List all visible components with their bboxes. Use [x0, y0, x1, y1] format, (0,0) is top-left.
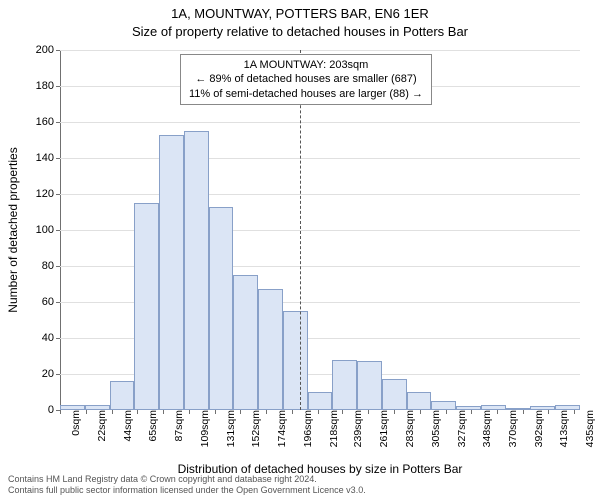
histogram-chart: 1A, MOUNTWAY, POTTERS BAR, EN6 1ER Size …	[0, 0, 600, 500]
x-tick-label: 261sqm	[372, 410, 390, 447]
y-tick-label: 120	[36, 188, 60, 200]
histogram-bar	[407, 392, 432, 410]
x-tick-mark	[574, 410, 575, 414]
grid-line	[60, 194, 580, 195]
annotation-box: 1A MOUNTWAY: 203sqm← 89% of detached hou…	[180, 54, 432, 105]
x-tick-mark	[523, 410, 524, 414]
x-tick-mark	[137, 410, 138, 414]
y-tick-label: 200	[36, 44, 60, 56]
x-tick-mark	[163, 410, 164, 414]
x-tick-label: 196sqm	[296, 410, 314, 447]
y-tick-label: 80	[42, 260, 60, 272]
histogram-bar	[332, 360, 357, 410]
x-tick-label: 392sqm	[527, 410, 545, 447]
x-tick-label: 174sqm	[270, 410, 288, 447]
histogram-bar	[258, 289, 283, 410]
x-tick-mark	[318, 410, 319, 414]
y-tick-label: 60	[42, 296, 60, 308]
histogram-bar	[382, 379, 407, 410]
histogram-bar	[233, 275, 258, 410]
chart-title: 1A, MOUNTWAY, POTTERS BAR, EN6 1ER	[0, 6, 600, 21]
x-tick-label: 109sqm	[193, 410, 211, 447]
y-axis-label: Number of detached properties	[6, 50, 24, 410]
x-tick-label: 239sqm	[346, 410, 364, 447]
histogram-bar	[308, 392, 333, 410]
attribution-footer: Contains HM Land Registry data © Crown c…	[8, 474, 366, 496]
x-tick-mark	[240, 410, 241, 414]
y-tick-label: 140	[36, 152, 60, 164]
x-tick-label: 65sqm	[141, 410, 159, 442]
x-tick-label: 87sqm	[167, 410, 185, 442]
y-tick-label: 20	[42, 368, 60, 380]
x-tick-mark	[86, 410, 87, 414]
chart-subtitle: Size of property relative to detached ho…	[0, 24, 600, 39]
x-tick-mark	[292, 410, 293, 414]
grid-line	[60, 122, 580, 123]
histogram-bar	[209, 207, 234, 410]
x-tick-label: 370sqm	[501, 410, 519, 447]
histogram-bar	[431, 401, 456, 410]
x-tick-mark	[497, 410, 498, 414]
x-tick-label: 44sqm	[116, 410, 134, 442]
footer-line-1: Contains HM Land Registry data © Crown c…	[8, 474, 366, 485]
y-tick-label: 100	[36, 224, 60, 236]
x-tick-label: 348sqm	[475, 410, 493, 447]
histogram-bar	[283, 311, 308, 410]
x-tick-label: 218sqm	[322, 410, 340, 447]
plot-area: 0204060801001201401601802000sqm22sqm44sq…	[60, 50, 580, 410]
x-tick-label: 327sqm	[450, 410, 468, 447]
x-tick-mark	[112, 410, 113, 414]
x-tick-mark	[266, 410, 267, 414]
histogram-bar	[357, 361, 382, 410]
x-tick-label: 22sqm	[90, 410, 108, 442]
y-tick-label: 0	[48, 404, 60, 416]
y-tick-label: 180	[36, 80, 60, 92]
annotation-line-1: 1A MOUNTWAY: 203sqm	[189, 58, 423, 72]
y-tick-label: 40	[42, 332, 60, 344]
x-tick-label: 305sqm	[424, 410, 442, 447]
x-tick-label: 413sqm	[552, 410, 570, 447]
histogram-bar	[184, 131, 209, 410]
histogram-bar	[134, 203, 159, 410]
annotation-line-2: ← 89% of detached houses are smaller (68…	[189, 72, 423, 86]
x-tick-mark	[420, 410, 421, 414]
x-tick-mark	[342, 410, 343, 414]
x-tick-mark	[189, 410, 190, 414]
x-tick-mark	[548, 410, 549, 414]
x-tick-label: 283sqm	[398, 410, 416, 447]
footer-line-2: Contains full public sector information …	[8, 485, 366, 496]
y-tick-label: 160	[36, 116, 60, 128]
annotation-line-3: 11% of semi-detached houses are larger (…	[189, 87, 423, 101]
x-tick-mark	[394, 410, 395, 414]
grid-line	[60, 158, 580, 159]
x-tick-mark	[368, 410, 369, 414]
histogram-bar	[159, 135, 184, 410]
grid-line	[60, 50, 580, 51]
x-tick-label: 435sqm	[578, 410, 596, 447]
x-tick-mark	[446, 410, 447, 414]
x-tick-label: 0sqm	[64, 410, 82, 436]
x-tick-label: 131sqm	[219, 410, 237, 447]
x-tick-mark	[215, 410, 216, 414]
x-tick-label: 152sqm	[244, 410, 262, 447]
x-tick-mark	[60, 410, 61, 414]
histogram-bar	[110, 381, 135, 410]
x-tick-mark	[471, 410, 472, 414]
